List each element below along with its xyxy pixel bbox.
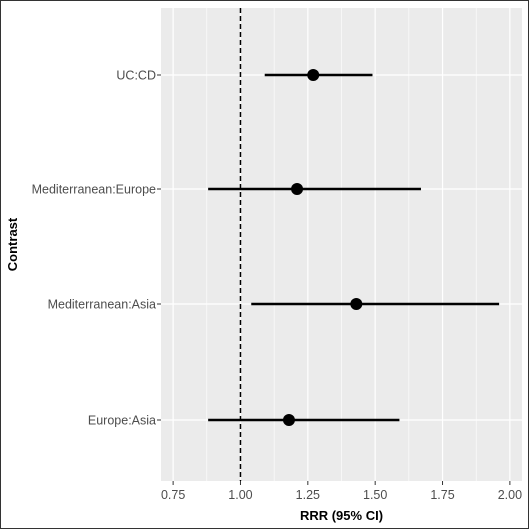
x-tick-label: 0.75 [161,488,185,502]
x-axis-title: RRR (95% CI) [300,508,383,523]
x-tick-label: 1.00 [228,488,252,502]
y-axis: UC:CD Mediterranean:Europe Mediterranean:A… [32,69,161,428]
data-marks [208,69,500,426]
estimate-point [291,183,304,195]
estimate-point [307,69,320,81]
y-tick-label: Mediterranean:Asia [48,298,156,312]
y-tick-label: Europe:Asia [88,414,156,428]
estimate-point [282,414,295,426]
y-tick-label: UC:CD [116,69,156,83]
x-tick-label: 1.25 [296,488,320,502]
y-axis-title: Contrast [5,217,20,271]
x-tick-label: 1.50 [363,488,387,502]
x-tick-label: 2.00 [498,488,522,502]
x-axis: 0.75 1.00 1.25 1.50 1.75 2.00 [161,481,522,502]
x-tick-label: 1.75 [430,488,454,502]
y-tick-label: Mediterranean:Europe [32,183,156,197]
estimate-point [350,298,363,310]
